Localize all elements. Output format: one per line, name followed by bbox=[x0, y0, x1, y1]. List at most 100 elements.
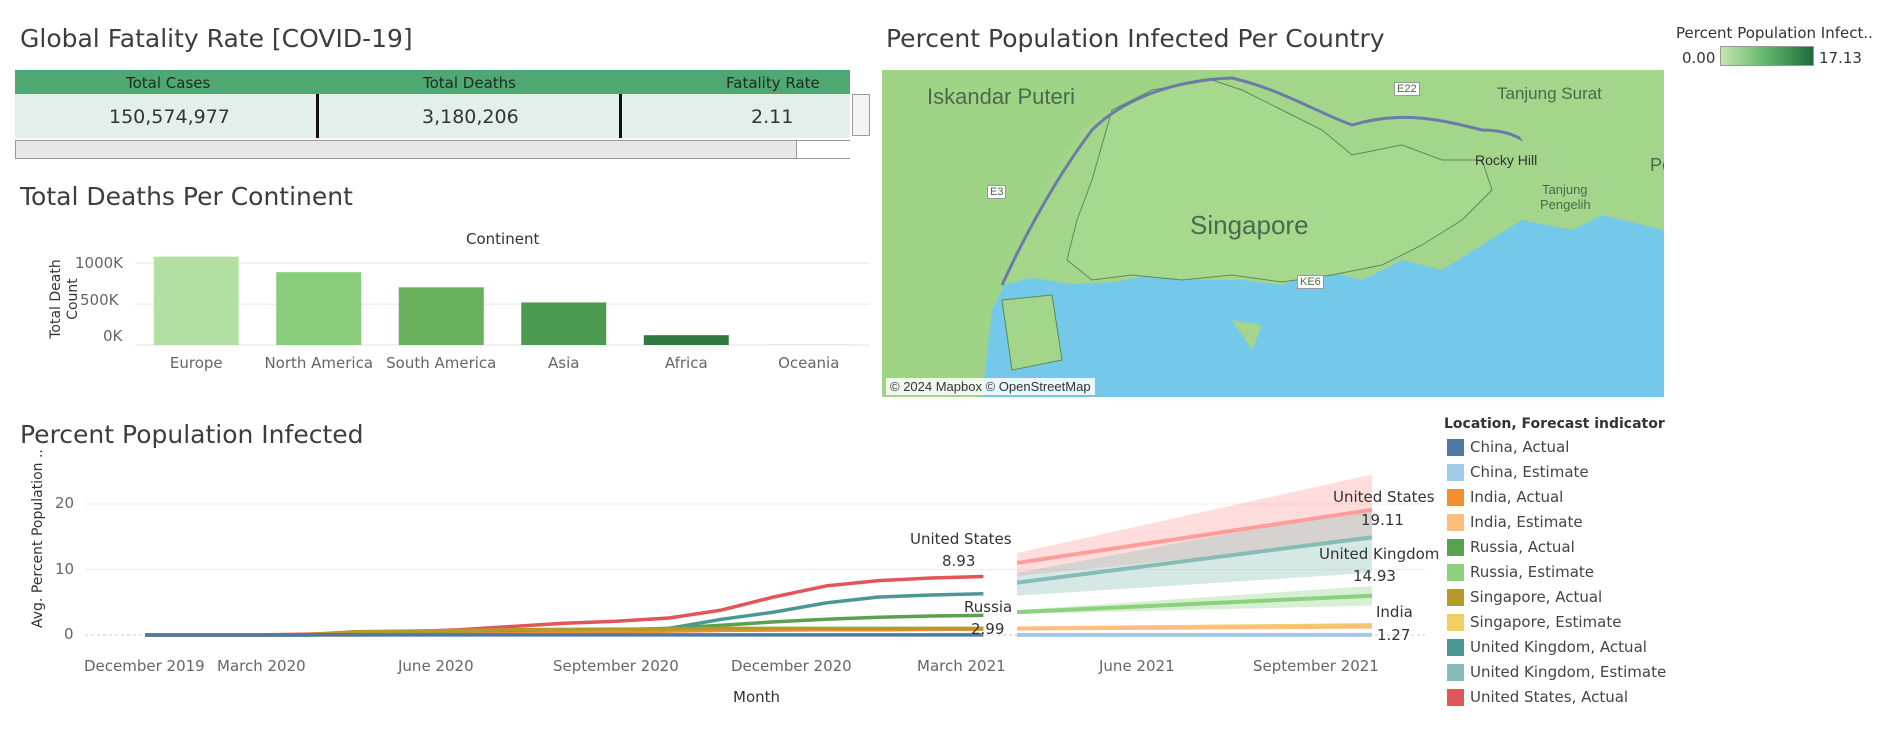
bar-chart-title: Total Deaths Per Continent bbox=[20, 182, 353, 211]
bar-ytick: 500K bbox=[80, 291, 119, 309]
legend-item[interactable]: United States, Actual bbox=[1447, 686, 1628, 708]
map-label-rocky-hill: Rocky Hill bbox=[1475, 152, 1538, 168]
annotation-us-actual-name: United States bbox=[910, 530, 1012, 548]
map-label-e3: E3 bbox=[987, 185, 1007, 199]
map-land-north bbox=[882, 70, 1242, 397]
legend-item[interactable]: Singapore, Actual bbox=[1447, 586, 1602, 608]
legend-label: United Kingdom, Actual bbox=[1470, 638, 1647, 656]
line-xtick: December 2020 bbox=[731, 657, 852, 675]
kpi-value-total-deaths: 3,180,206 bbox=[422, 106, 519, 128]
map-land-island bbox=[1066, 79, 1493, 283]
kpi-divider bbox=[619, 94, 622, 138]
legend-label: India, Estimate bbox=[1470, 513, 1583, 531]
legend-swatch bbox=[1447, 438, 1464, 456]
map-label-iskandar: Iskandar Puteri bbox=[927, 84, 1075, 109]
legend-item[interactable]: India, Estimate bbox=[1447, 511, 1583, 533]
annotation-russia-value: 2.99 bbox=[971, 620, 1005, 638]
legend-swatch bbox=[1447, 488, 1464, 506]
bar-category-label: North America bbox=[264, 354, 373, 372]
kpi-vertical-scrollbar[interactable] bbox=[852, 94, 870, 136]
bar-north-america[interactable] bbox=[276, 272, 362, 345]
legend-item[interactable]: Russia, Estimate bbox=[1447, 561, 1594, 583]
bar-category-label: Africa bbox=[665, 354, 708, 372]
legend-item[interactable]: China, Actual bbox=[1447, 436, 1569, 458]
legend-swatch bbox=[1447, 638, 1464, 656]
legend-label: China, Estimate bbox=[1470, 463, 1589, 481]
line-xtick: March 2021 bbox=[917, 657, 1006, 675]
bar-category-label: South America bbox=[386, 354, 496, 372]
annotation-us-actual-value: 8.93 bbox=[942, 552, 976, 570]
map-credit[interactable]: © 2024 Mapbox © OpenStreetMap bbox=[886, 378, 1095, 395]
legend-swatch bbox=[1447, 588, 1464, 606]
bar-chart[interactable]: Europe North America South America Asia Afri… bbox=[0, 245, 880, 375]
map-strait bbox=[1000, 76, 1554, 286]
legend-item[interactable]: India, Actual bbox=[1447, 486, 1563, 508]
line-legend-title: Location, Forecast indicator bbox=[1444, 416, 1665, 432]
forecast-line[interactable] bbox=[1016, 507, 1373, 565]
line-ytick: 10 bbox=[55, 560, 75, 578]
bar-africa[interactable] bbox=[643, 335, 729, 345]
line-xtick: September 2020 bbox=[553, 657, 679, 675]
line-chart[interactable] bbox=[0, 460, 1440, 660]
legend-item[interactable]: Singapore, Estimate bbox=[1447, 611, 1621, 633]
annotation-russia-name: Russia bbox=[964, 598, 1013, 616]
infection-map[interactable]: Iskandar Puteri Tanjung Surat Singapore … bbox=[882, 70, 1664, 397]
kpi-value-row: 150,574,977 3,180,206 2.11 bbox=[15, 94, 850, 138]
kpi-value-total-cases: 150,574,977 bbox=[109, 106, 230, 128]
legend-swatch bbox=[1447, 688, 1464, 706]
bar-ytick: 0K bbox=[103, 327, 123, 345]
forecast-line[interactable] bbox=[1016, 535, 1373, 585]
legend-label: China, Actual bbox=[1470, 438, 1570, 456]
legend-item[interactable]: Russia, Actual bbox=[1447, 536, 1575, 558]
line-xtick: June 2021 bbox=[1099, 657, 1175, 675]
series-line[interactable] bbox=[145, 574, 984, 637]
legend-label: India, Actual bbox=[1470, 488, 1564, 506]
kpi-header-fatality-rate: Fatality Rate bbox=[726, 74, 820, 92]
annotation-uk-estimate-name: United Kingdom bbox=[1319, 545, 1440, 563]
legend-label: Singapore, Estimate bbox=[1470, 613, 1622, 631]
annotation-india-value: 1.27 bbox=[1377, 626, 1411, 644]
map-legend-title: Percent Population Infect.. bbox=[1676, 24, 1873, 42]
annotation-uk-estimate-value: 14.93 bbox=[1353, 567, 1396, 585]
bar-europe[interactable] bbox=[153, 256, 239, 345]
kpi-divider bbox=[316, 94, 319, 138]
kpi-scroll-thumb[interactable] bbox=[796, 141, 850, 158]
map-label-pengelih: Pengelih bbox=[1540, 197, 1591, 212]
forecast-line[interactable] bbox=[1016, 624, 1373, 631]
map-legend-max: 17.13 bbox=[1819, 49, 1862, 67]
legend-label: United States, Actual bbox=[1470, 688, 1629, 706]
legend-swatch bbox=[1447, 663, 1464, 681]
map-label-e22: E22 bbox=[1394, 82, 1420, 96]
bar-asia[interactable] bbox=[521, 302, 607, 345]
bar-category-label: Europe bbox=[170, 354, 223, 372]
line-xtick: June 2020 bbox=[398, 657, 474, 675]
line-ytick: 0 bbox=[64, 625, 74, 643]
map-title: Percent Population Infected Per Country bbox=[886, 24, 1385, 53]
legend-swatch bbox=[1447, 563, 1464, 581]
bar-chart-header: Continent bbox=[466, 230, 540, 248]
kpi-title: Global Fatality Rate [COVID-19] bbox=[20, 24, 413, 53]
line-xtick: December 2019 bbox=[84, 657, 205, 675]
legend-swatch bbox=[1447, 513, 1464, 531]
map-label-pe: Pe bbox=[1650, 155, 1664, 175]
map-land-ne bbox=[1492, 70, 1664, 220]
kpi-header-total-deaths: Total Deaths bbox=[423, 74, 516, 92]
legend-label: United Kingdom, Estimate bbox=[1470, 663, 1667, 681]
legend-swatch bbox=[1447, 538, 1464, 556]
legend-item[interactable]: China, Estimate bbox=[1447, 461, 1589, 483]
line-xtick: September 2021 bbox=[1253, 657, 1379, 675]
line-xlabel: Month bbox=[733, 688, 781, 706]
line-ytick: 20 bbox=[55, 494, 75, 512]
line-chart-title: Percent Population Infected bbox=[20, 420, 364, 449]
legend-item[interactable]: United Kingdom, Estimate bbox=[1447, 661, 1666, 683]
legend-label: Russia, Estimate bbox=[1470, 563, 1595, 581]
forecast-line[interactable] bbox=[1016, 593, 1373, 615]
bar-south-america[interactable] bbox=[398, 287, 484, 345]
annotation-india-name: India bbox=[1376, 603, 1413, 621]
bar-category-label: Asia bbox=[548, 354, 579, 372]
line-xtick: March 2020 bbox=[217, 657, 306, 675]
map-label-singapore: Singapore bbox=[1190, 210, 1309, 240]
kpi-horizontal-scrollbar[interactable] bbox=[15, 140, 850, 159]
bar-category-label: Oceania bbox=[778, 354, 839, 372]
legend-item[interactable]: United Kingdom, Actual bbox=[1447, 636, 1647, 658]
